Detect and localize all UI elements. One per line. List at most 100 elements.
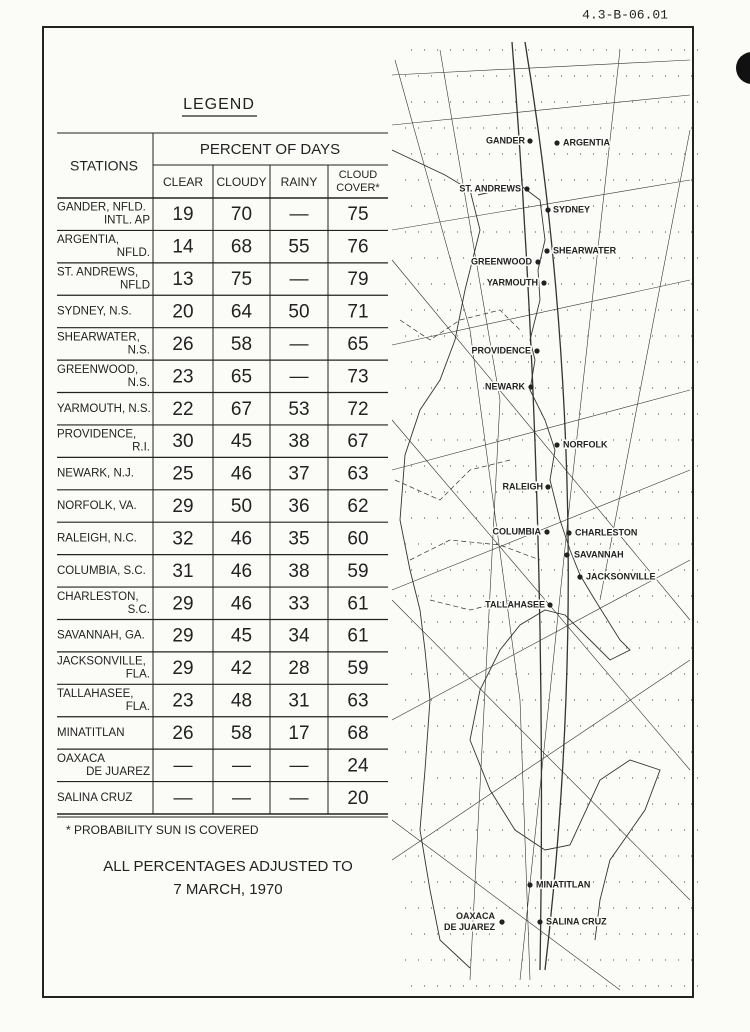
grid-dot	[449, 517, 452, 519]
grid-dot	[501, 829, 504, 831]
grid-dot	[436, 361, 439, 363]
grid-dot	[605, 101, 608, 103]
grid-dot	[644, 361, 647, 363]
grid-dot	[670, 361, 673, 363]
grid-dot	[527, 361, 530, 363]
grid-dot	[618, 985, 621, 987]
grid-dot	[612, 855, 615, 857]
station-dot	[545, 207, 551, 213]
map-label: GREENWOOD	[471, 256, 533, 266]
station-name: COLUMBIA, S.C.	[57, 565, 146, 577]
grid-dot	[612, 751, 615, 753]
column-header: CLEAR	[163, 175, 203, 189]
grid-dot	[566, 933, 569, 935]
grid-dot	[631, 257, 634, 259]
map-label: GANDER	[486, 135, 526, 145]
grid-dot	[657, 413, 660, 415]
grid-dot	[430, 647, 433, 649]
station-dot	[577, 574, 583, 580]
grid-dot	[696, 569, 699, 571]
grid-dot	[475, 881, 478, 883]
grid-dot	[456, 595, 459, 597]
grid-dot	[436, 725, 439, 727]
grid-dot	[488, 933, 491, 935]
grid-dot	[436, 829, 439, 831]
grid-dot	[547, 283, 550, 285]
grid-dot	[631, 569, 634, 571]
cell-value: 38	[288, 561, 309, 582]
grid-dot	[488, 309, 491, 311]
map-label: CHARLESTON	[575, 527, 637, 537]
grid-dot	[599, 283, 602, 285]
grid-dot	[475, 413, 478, 415]
map: GANDER ARGENTIA ST. ANDREWS SYDNEY SHEARWATE…	[391, 41, 699, 991]
cell-value: 64	[231, 301, 253, 322]
grid-dot	[664, 387, 667, 389]
grid-dot	[605, 517, 608, 519]
station-name: S.C.	[128, 604, 150, 616]
grid-dot	[605, 205, 608, 207]
station-dot	[537, 919, 543, 925]
legend-title: LEGEND	[183, 96, 255, 113]
grid-dot	[670, 569, 673, 571]
grid-dot	[612, 803, 615, 805]
grid-dot	[430, 907, 433, 909]
cell-value: 45	[231, 626, 252, 647]
grid-dot	[579, 881, 582, 883]
grid-dot	[683, 465, 686, 467]
grid-dot	[657, 49, 660, 51]
grid-dot	[404, 907, 407, 909]
grid-dot	[534, 491, 537, 493]
grid-dot	[423, 361, 426, 363]
grid-dot	[443, 283, 446, 285]
grid-dot	[462, 985, 465, 987]
grid-dot	[644, 465, 647, 467]
grid-dot	[501, 153, 504, 155]
border	[394, 309, 541, 611]
grid-dot	[449, 933, 452, 935]
grid-dot	[501, 413, 504, 415]
grid-dot	[534, 127, 537, 129]
grid-dot	[443, 959, 446, 961]
cell-value: 46	[231, 593, 252, 614]
grid-dot	[495, 335, 498, 337]
grid-dot	[495, 491, 498, 493]
grid-dot	[677, 855, 680, 857]
grid-dot	[456, 803, 459, 805]
cell-value: 29	[172, 626, 193, 647]
grid-dot	[618, 777, 621, 779]
note: ALL PERCENTAGES ADJUSTED TO	[103, 858, 353, 875]
grid-dot	[592, 361, 595, 363]
grid-dot	[521, 75, 524, 77]
grid-dot	[527, 621, 530, 623]
grid-dot	[579, 205, 582, 207]
grid-dot	[638, 231, 641, 233]
grid-dot	[534, 387, 537, 389]
grid-dot	[553, 101, 556, 103]
grid-dot	[573, 595, 576, 597]
station-name: SAVANNAH, GA.	[57, 630, 145, 642]
station-name: INTL. AP	[104, 215, 150, 227]
grid-dot	[651, 959, 654, 961]
punch-hole	[736, 52, 750, 84]
grid-dot	[631, 49, 634, 51]
grid-dot	[410, 205, 413, 207]
grid-dot	[462, 673, 465, 675]
grid-dot	[443, 127, 446, 129]
cell-value: 58	[231, 723, 252, 744]
grid-dot	[553, 257, 556, 259]
grid-dot	[553, 517, 556, 519]
grid-dot	[612, 959, 615, 961]
grid-dot	[566, 309, 569, 311]
grid-dot	[540, 205, 543, 207]
map-label: ST. ANDREWS	[459, 183, 521, 193]
grid-dot	[683, 361, 686, 363]
path-line	[524, 41, 569, 971]
grid-dot	[508, 439, 511, 441]
grid-dot	[644, 309, 647, 311]
grid-dot	[618, 361, 621, 363]
grid-dot	[443, 439, 446, 441]
grid-dot	[423, 829, 426, 831]
grid-dot	[469, 75, 472, 77]
grid-dot	[508, 387, 511, 389]
